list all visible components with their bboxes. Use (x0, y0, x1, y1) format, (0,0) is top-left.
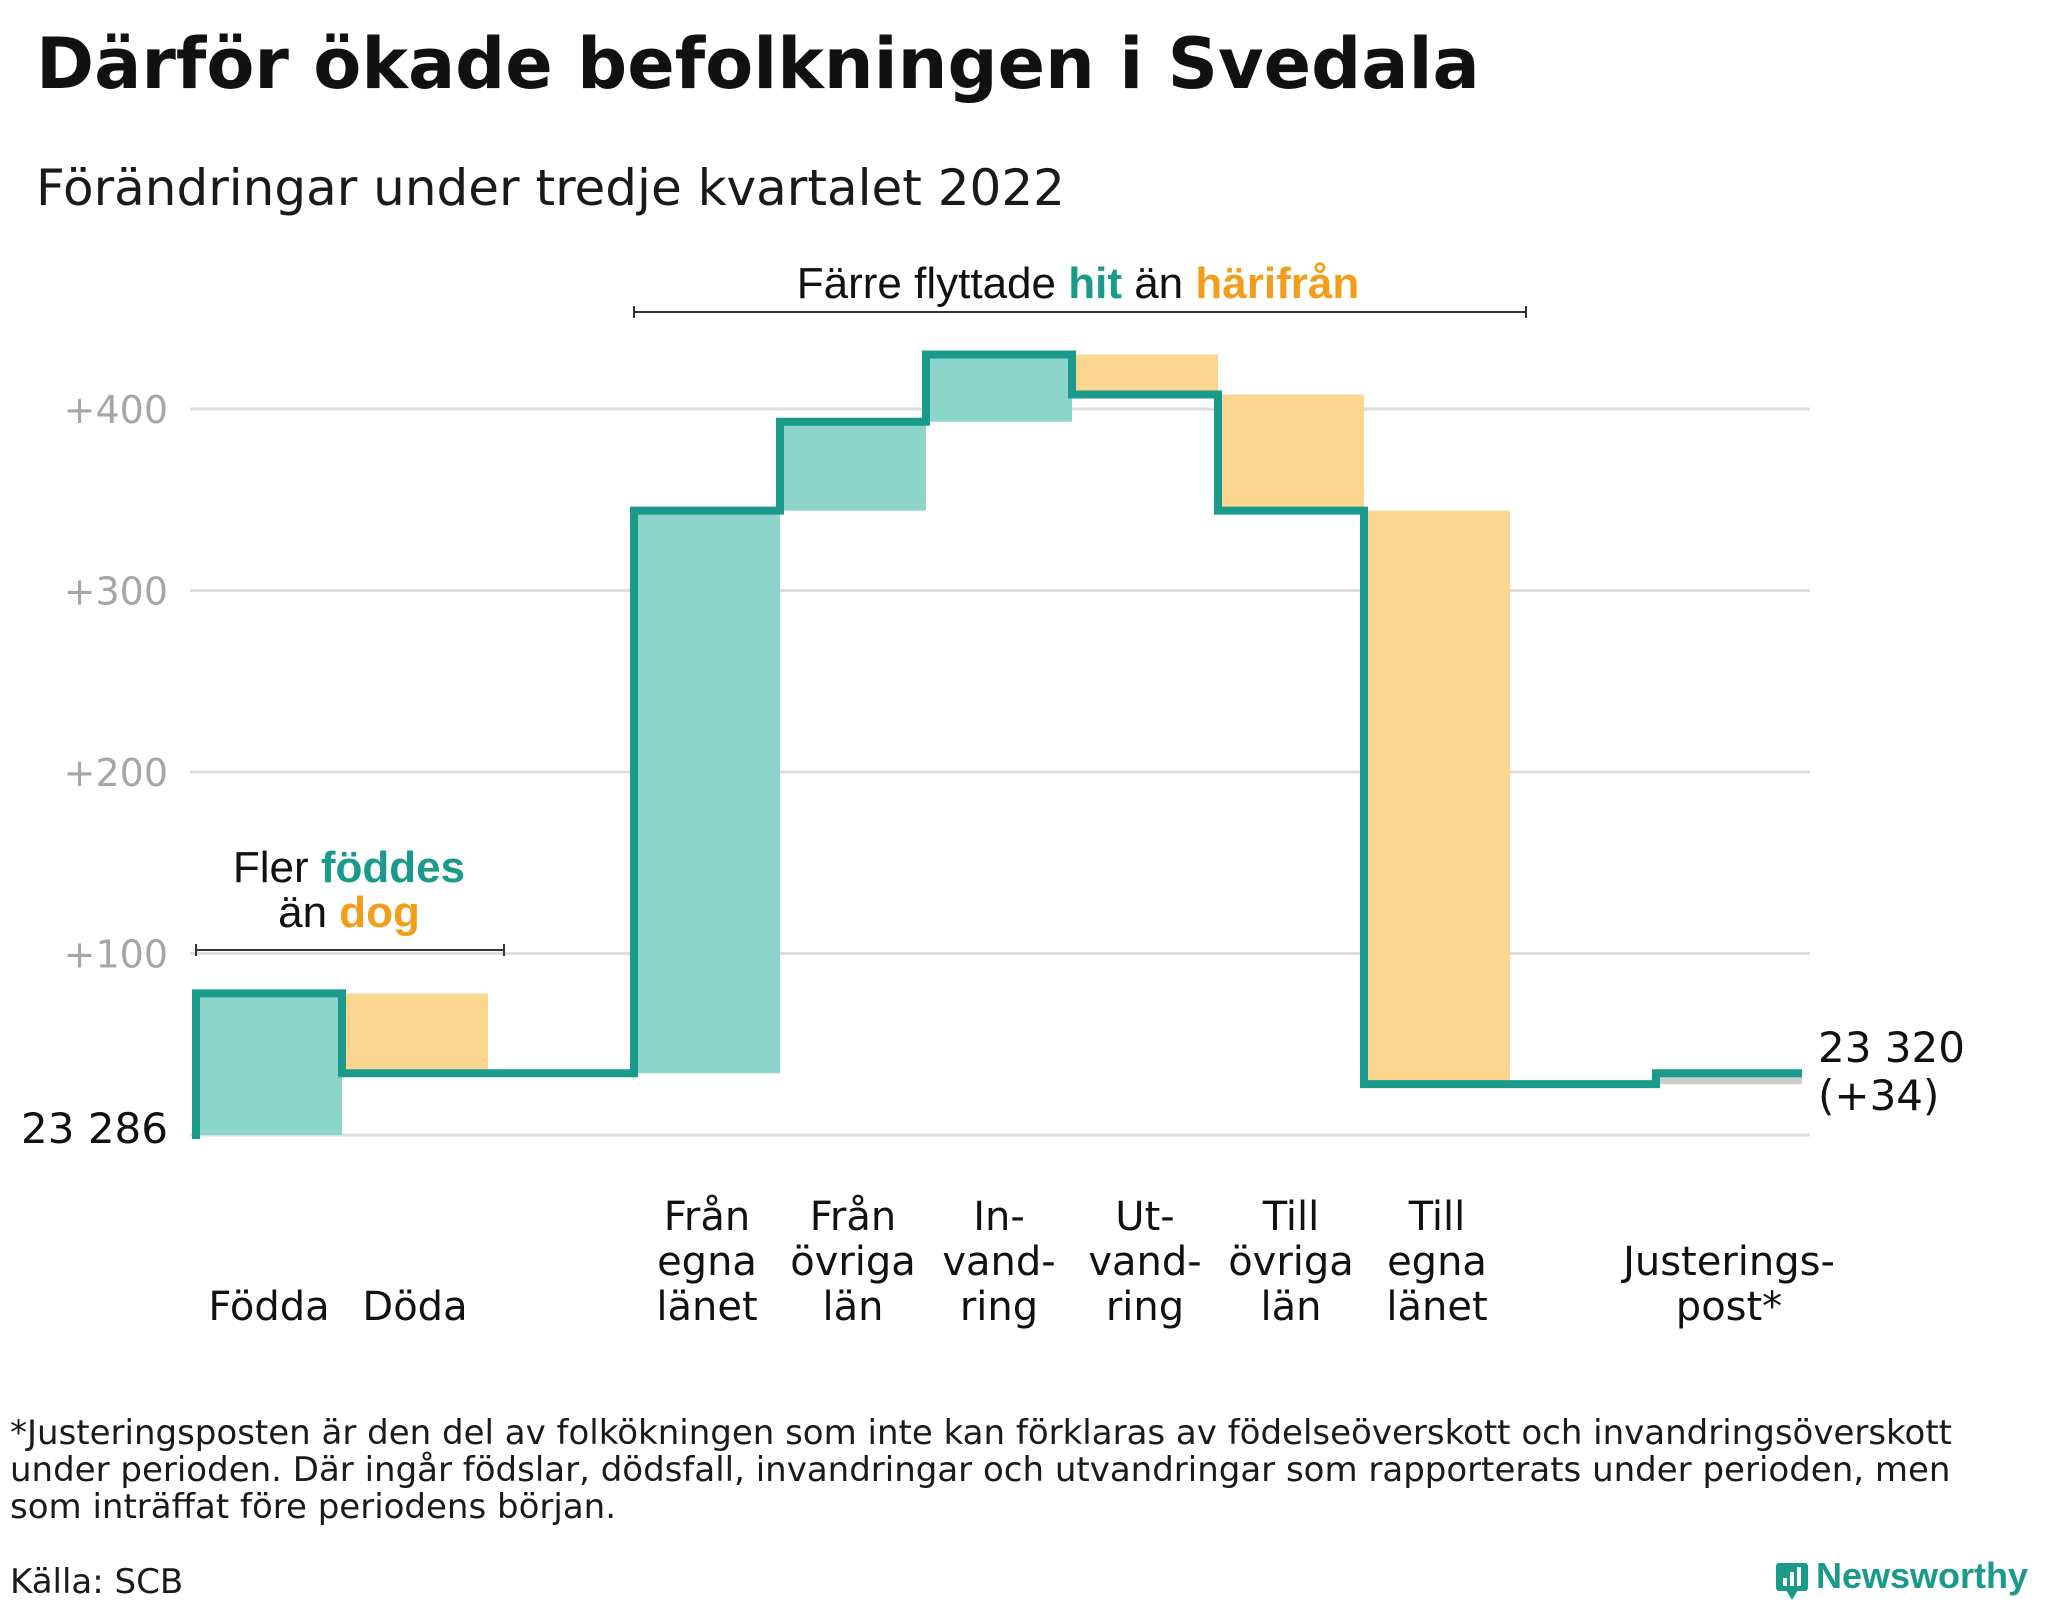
bar-decrease (1364, 510, 1510, 1085)
brand-name: Newsworthy (1816, 1555, 2028, 1596)
newsworthy-logo: Newsworthy (1776, 1555, 2028, 1600)
bar-decrease (342, 993, 488, 1074)
y-tick-label: +200 (64, 751, 168, 795)
bar-decrease (1218, 394, 1364, 511)
svg-text:Fler föddes: Fler föddes (233, 843, 465, 892)
x-tick-label: Födda (208, 1284, 329, 1330)
y-axis-ticks: +100 +200 +300 +400 (64, 388, 168, 977)
svg-text:Färre flyttade hit än härifrån: Färre flyttade hit än härifrån (797, 259, 1359, 308)
x-tick-label: In- (973, 1194, 1025, 1240)
births-annotation-text-2: än (278, 888, 339, 937)
births-highlight: föddes (321, 843, 465, 892)
x-tick-label: Från (664, 1194, 750, 1240)
x-tick-label: Justerings- (1620, 1239, 1835, 1285)
x-tick-label: vand- (1088, 1239, 1201, 1285)
bar-decrease (1072, 354, 1218, 395)
x-axis-labels: Födda DödaFrånegnalänetFrånövrigalänIn-va… (208, 1194, 1835, 1330)
end-value-label: 23 320 (1818, 1023, 1965, 1072)
migration-annotation-mid: än (1122, 259, 1195, 308)
hit-highlight: hit (1068, 259, 1122, 308)
base-value-label: 23 286 (21, 1104, 168, 1153)
x-tick-label: länet (656, 1284, 757, 1330)
migration-annotation: Färre flyttade hit än härifrån (633, 259, 1527, 318)
chart-subtitle: Förändringar under tredje kvartalet 2022 (36, 159, 1065, 217)
x-tick-label: övriga (790, 1239, 916, 1285)
footnote: *Justeringsposten är den del av folkökni… (10, 1413, 1952, 1527)
x-tick-label: Ut- (1115, 1194, 1174, 1240)
y-tick-label: +400 (64, 388, 168, 432)
footnote-line-3: som inträffat före periodens början. (10, 1487, 616, 1527)
bar-increase (196, 993, 342, 1135)
y-tick-label: +100 (64, 933, 168, 977)
end-change-label: (+34) (1818, 1071, 1939, 1120)
x-tick-label: län (1261, 1284, 1322, 1330)
x-tick-label: vand- (942, 1239, 1055, 1285)
x-tick-label: Till (1408, 1194, 1466, 1240)
x-tick-label: ring (1106, 1284, 1184, 1330)
bar-increase (926, 354, 1072, 422)
footnote-line-1: *Justeringsposten är den del av folkökni… (10, 1413, 1952, 1453)
bar-increase (634, 510, 780, 1074)
x-tick-label: län (823, 1284, 884, 1330)
source-label: Källa: SCB (10, 1562, 183, 1600)
births-annotation: Fler föddes än dog (195, 843, 505, 956)
births-annotation-text: Fler (233, 843, 321, 892)
x-tick-label: egna (657, 1239, 757, 1285)
chart-title: Därför ökade befolkningen i Svedala (36, 23, 1480, 105)
x-tick-label: ring (960, 1284, 1038, 1330)
x-tick-label: Döda (362, 1284, 467, 1330)
deaths-highlight: dog (339, 888, 420, 937)
x-tick-label: Från (810, 1194, 896, 1240)
migration-annotation-text: Färre flyttade (797, 259, 1068, 308)
footnote-line-2: under perioden. Där ingår födslar, dödsf… (10, 1450, 1950, 1490)
harifran-highlight: härifrån (1195, 259, 1359, 308)
y-tick-label: +300 (64, 570, 168, 614)
running-total-line (192, 350, 1802, 1139)
x-tick-label: egna (1387, 1239, 1487, 1285)
svg-text:än dog: än dog (278, 888, 420, 937)
newsworthy-icon (1776, 1563, 1808, 1600)
x-tick-label: övriga (1228, 1239, 1354, 1285)
bar-adjustment (1656, 1073, 1802, 1085)
bar-increase (780, 421, 926, 511)
bars (196, 354, 1802, 1135)
x-tick-label: Till (1262, 1194, 1320, 1240)
x-tick-label: länet (1386, 1284, 1487, 1330)
x-tick-label: post* (1676, 1284, 1782, 1330)
running-total-path (192, 350, 1802, 1139)
